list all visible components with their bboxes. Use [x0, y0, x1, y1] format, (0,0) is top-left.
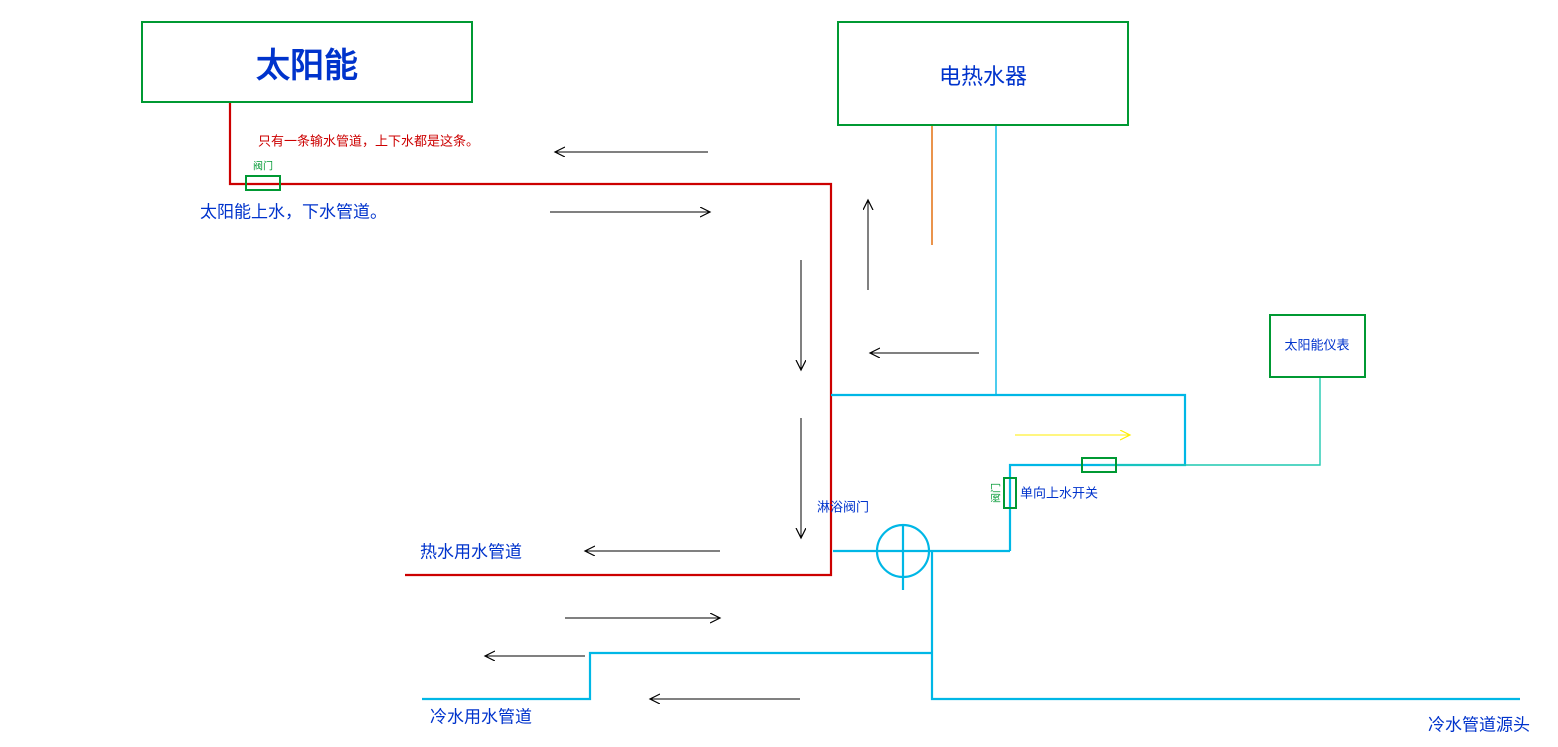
label-labels-solar_heater: 太阳能: [256, 47, 358, 85]
pipe-8: [1100, 377, 1320, 465]
label-labels-electric_heater: 电热水器: [939, 64, 1027, 89]
pipe-3: [831, 395, 1185, 551]
label-labels-one_way_switch: 单向上水开关: [1020, 485, 1098, 500]
pipe-6: [932, 551, 1520, 699]
plumbing-diagram: 太阳能电热水器太阳能仪表只有一条输水管道，上下水都是这条。阀门太阳能上水，下水管…: [0, 0, 1558, 747]
label-labels-solar_pipe: 太阳能上水，下水管道。: [200, 202, 387, 221]
label-labels-cold_water_source: 冷水管道源头: [1428, 715, 1530, 734]
label-labels-valve: 阀门: [253, 160, 273, 173]
pipe-0: [230, 102, 831, 575]
label-labels-cold_water_pipe: 冷水用水管道: [430, 707, 532, 726]
label-labels-hot_water_pipe: 热水用水管道: [420, 542, 522, 561]
label-labels-shower_valve: 淋浴阀门: [817, 499, 869, 514]
label-labels-note_one_pipe: 只有一条输水管道，上下水都是这条。: [258, 133, 479, 148]
pipe-7: [422, 653, 932, 699]
label-labels-solar_meter: 太阳能仪表: [1284, 337, 1349, 352]
label-labels-valve: 阀门: [990, 483, 1003, 503]
